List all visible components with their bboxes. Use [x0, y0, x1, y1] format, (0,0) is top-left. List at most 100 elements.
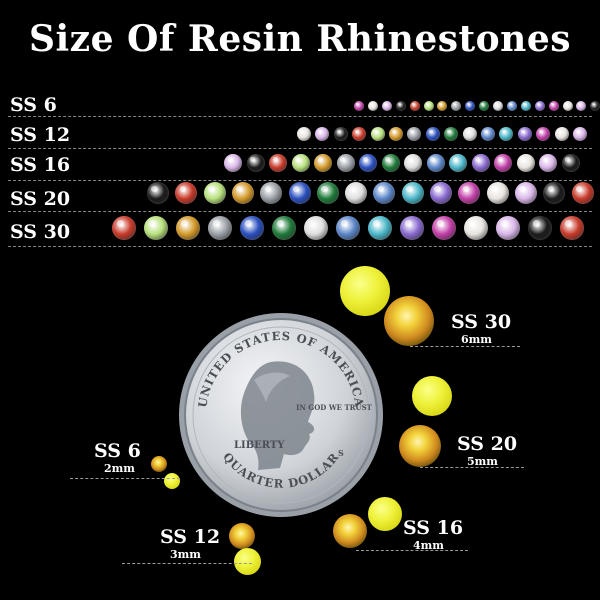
size-label-ss6: SS 6 2mm — [94, 440, 141, 475]
rhinestone — [336, 216, 360, 240]
size-leader-line — [356, 550, 468, 551]
rhinestone — [423, 101, 434, 111]
rhinestone — [534, 101, 545, 111]
rhinestone — [367, 101, 378, 111]
rhinestone — [359, 154, 377, 172]
size-row-ss6: SS 6 — [0, 92, 600, 122]
size-row-ss20: SS 20 — [0, 182, 600, 214]
rhinestone — [548, 101, 559, 111]
rhinestone — [437, 101, 448, 111]
washington-profile — [240, 361, 315, 470]
ss16-ab-stone — [333, 514, 367, 548]
rhinestone — [224, 154, 242, 172]
size-leader-line — [410, 346, 520, 347]
rhinestone — [409, 101, 420, 111]
rhinestone — [395, 101, 406, 111]
rhinestone — [203, 182, 226, 204]
rhinestone — [543, 182, 566, 204]
coin-mint-mark: S — [338, 448, 344, 458]
coin-graphic: UNITED STATES OF AMERICA QUARTER DOLLAR … — [179, 313, 383, 517]
size-mm: 5mm — [467, 455, 498, 468]
rhinestone — [494, 154, 512, 172]
ss12-opal-stone — [234, 548, 261, 575]
size-mm: 4mm — [413, 539, 444, 552]
rhinestone — [176, 216, 200, 240]
rhinestone — [345, 182, 368, 204]
rhinestone — [528, 216, 552, 240]
row-divider — [8, 211, 592, 212]
rhinestone — [536, 127, 551, 141]
rhinestone — [430, 182, 452, 204]
rhinestone — [562, 101, 573, 111]
rhinestone — [407, 127, 422, 141]
rhinestone — [316, 182, 339, 204]
rhinestone — [246, 154, 265, 172]
size-leader-line — [420, 467, 524, 468]
rhinestone — [458, 182, 481, 204]
rhinestone — [517, 127, 532, 141]
rhinestone — [269, 154, 287, 172]
page-title: Size Of Resin Rhinestones — [28, 18, 571, 60]
row-label: SS 16 — [10, 154, 71, 176]
rhinestone — [400, 216, 424, 240]
rhinestone — [481, 127, 495, 141]
rhinestone — [231, 182, 254, 204]
row-divider — [8, 116, 592, 117]
rhinestone — [432, 216, 456, 240]
coin-liberty: LIBERTY — [234, 440, 285, 451]
rhinestone — [260, 182, 283, 204]
rhinestone — [314, 154, 332, 172]
rhinestone — [354, 101, 364, 111]
ss6-opal-stone — [164, 473, 180, 489]
rhinestone — [336, 154, 355, 172]
rhinestone — [573, 127, 587, 141]
quarter-coin: UNITED STATES OF AMERICA QUARTER DOLLAR … — [176, 310, 386, 520]
rhinestone — [333, 127, 348, 141]
rhinestone — [514, 182, 537, 204]
rhinestone — [465, 101, 476, 111]
size-label-ss16: SS 16 4mm — [403, 517, 463, 552]
rhinestone — [304, 216, 328, 240]
rhinestone — [370, 127, 385, 141]
size-mm: 2mm — [104, 462, 135, 475]
rhinestone — [496, 216, 520, 240]
size-mm: 3mm — [170, 548, 201, 561]
rhinestone — [444, 127, 459, 141]
size-name: SS 30 — [451, 311, 512, 333]
ss30-opal-stone — [340, 266, 390, 316]
row-label: SS 6 — [10, 94, 57, 116]
rhinestone — [425, 127, 440, 141]
rhinestone — [499, 127, 514, 141]
rhinestone — [288, 182, 311, 204]
size-name: SS 6 — [94, 440, 141, 462]
rhinestone — [493, 101, 503, 111]
rhinestone — [479, 101, 490, 111]
rhinestone — [520, 101, 531, 111]
rhinestone — [576, 101, 587, 111]
rhinestone — [506, 101, 517, 111]
rhinestone — [554, 127, 569, 141]
ss20-opal-stone — [412, 376, 452, 416]
size-leader-line — [70, 478, 180, 479]
rhinestone — [471, 154, 490, 172]
rhinestone — [175, 182, 198, 204]
rhinestone — [291, 154, 310, 172]
rhinestone — [571, 182, 594, 204]
ss12-ab-stone — [229, 523, 255, 549]
rhinestone — [464, 216, 488, 240]
rhinestone — [381, 154, 400, 172]
rhinestone — [560, 216, 584, 240]
size-label-ss30: SS 30 6mm — [451, 311, 511, 346]
row-label: SS 30 — [10, 221, 71, 243]
size-label-ss12: SS 12 3mm — [160, 526, 220, 561]
ss30-ab-stone — [384, 296, 434, 346]
rhinestone — [486, 182, 509, 204]
rhinestone — [147, 182, 169, 204]
ss16-opal-stone — [368, 497, 402, 531]
size-row-ss16: SS 16 — [0, 152, 600, 182]
rhinestone — [401, 182, 424, 204]
size-row-ss30: SS 30 — [0, 216, 600, 247]
size-name: SS 20 — [457, 433, 518, 455]
rhinestone — [449, 154, 467, 172]
rhinestone — [368, 216, 392, 240]
